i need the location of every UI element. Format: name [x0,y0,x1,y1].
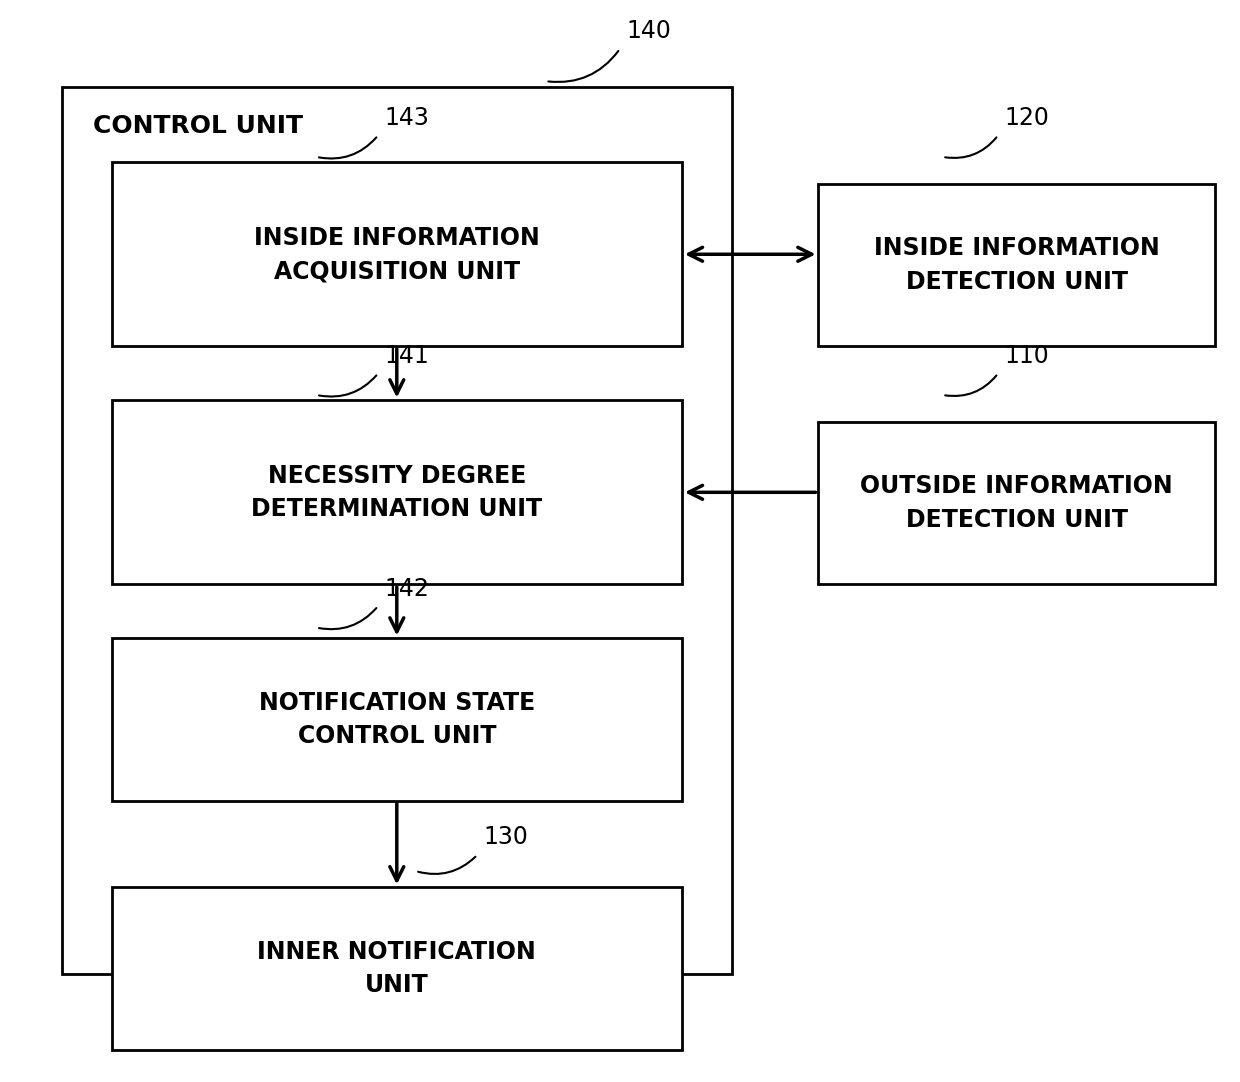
Text: INNER NOTIFICATION
UNIT: INNER NOTIFICATION UNIT [258,939,536,998]
Text: 130: 130 [484,826,528,849]
Bar [112,887,682,1050]
Text: INSIDE INFORMATION
ACQUISITION UNIT: INSIDE INFORMATION ACQUISITION UNIT [254,225,539,283]
Text: CONTROL UNIT: CONTROL UNIT [93,114,303,137]
Text: 142: 142 [384,577,429,601]
Bar [112,400,682,584]
Text: OUTSIDE INFORMATION
DETECTION UNIT: OUTSIDE INFORMATION DETECTION UNIT [861,474,1173,532]
Bar [818,184,1215,346]
Text: NOTIFICATION STATE
CONTROL UNIT: NOTIFICATION STATE CONTROL UNIT [259,690,534,749]
Text: 140: 140 [626,19,671,43]
Bar [112,162,682,346]
Bar [62,87,732,974]
Text: 110: 110 [1004,344,1049,368]
Bar [818,422,1215,584]
Text: 141: 141 [384,344,429,368]
Text: 120: 120 [1004,106,1049,130]
Text: NECESSITY DEGREE
DETERMINATION UNIT: NECESSITY DEGREE DETERMINATION UNIT [252,463,542,522]
Bar [112,638,682,801]
Text: INSIDE INFORMATION
DETECTION UNIT: INSIDE INFORMATION DETECTION UNIT [874,236,1159,294]
Text: 143: 143 [384,106,429,130]
